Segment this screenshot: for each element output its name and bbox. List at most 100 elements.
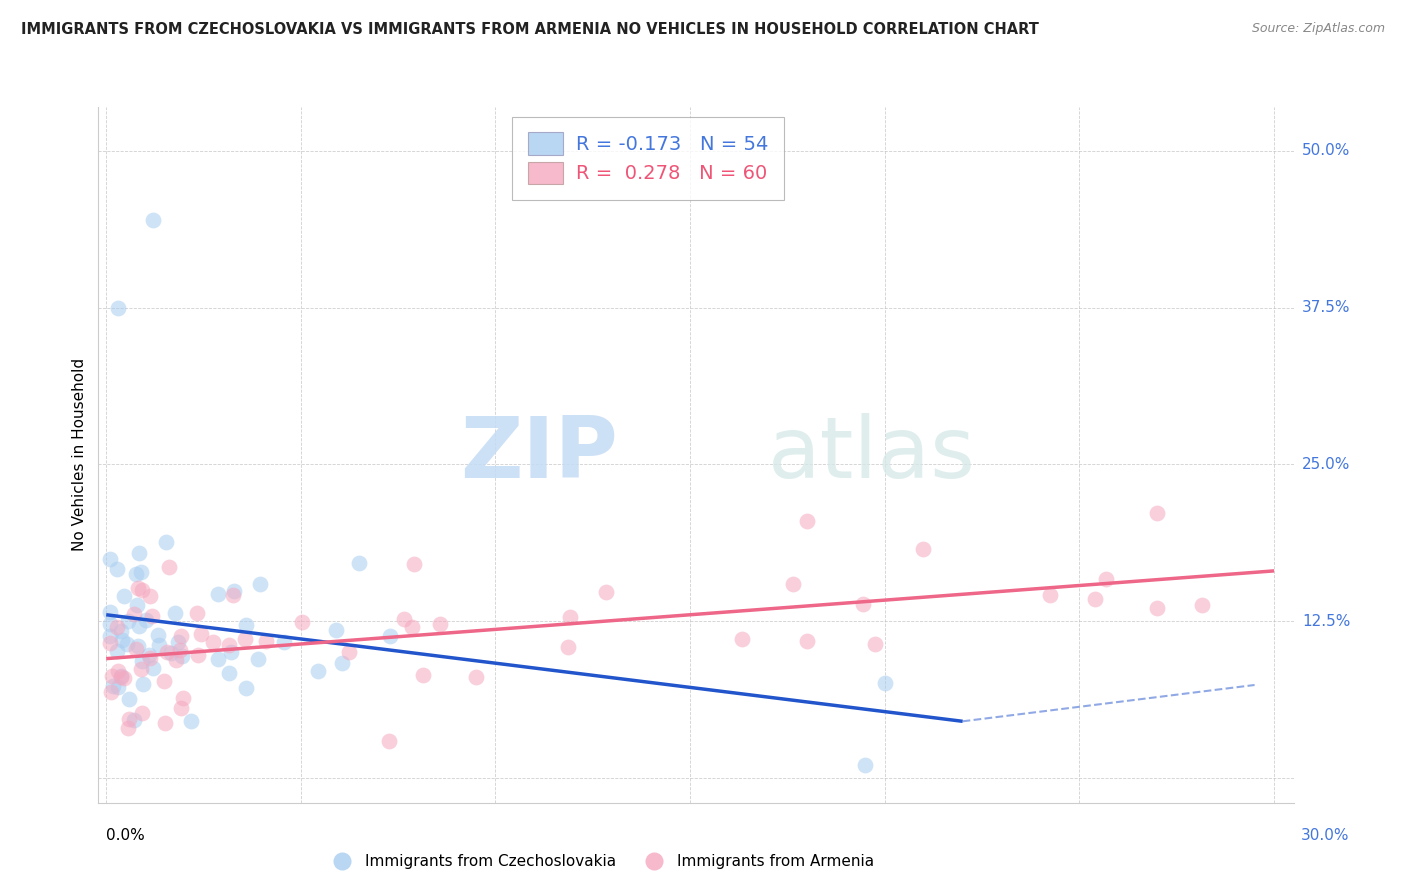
Point xyxy=(148,638,170,652)
Point xyxy=(1039,588,1062,602)
Point xyxy=(107,301,129,315)
Point xyxy=(273,635,295,649)
Text: ZIP: ZIP xyxy=(461,413,619,497)
Point xyxy=(127,640,149,654)
Point xyxy=(249,576,271,591)
Point xyxy=(105,562,128,576)
Point xyxy=(560,609,582,624)
Point xyxy=(107,619,129,633)
Point xyxy=(464,670,486,684)
Point xyxy=(117,692,139,706)
Point xyxy=(141,609,163,624)
Point xyxy=(138,648,160,663)
Y-axis label: No Vehicles in Household: No Vehicles in Household xyxy=(72,359,87,551)
Point xyxy=(852,597,875,611)
Point xyxy=(222,584,245,599)
Point xyxy=(139,650,162,665)
Point xyxy=(254,634,277,648)
Point xyxy=(155,534,177,549)
Point xyxy=(330,657,353,671)
Point xyxy=(107,681,129,695)
Text: 37.5%: 37.5% xyxy=(1302,300,1350,315)
Point xyxy=(117,721,139,735)
Point xyxy=(190,626,212,640)
Point xyxy=(131,706,153,721)
Point xyxy=(107,664,129,678)
Point xyxy=(172,690,194,705)
Point xyxy=(233,632,256,646)
Point xyxy=(337,645,360,659)
Point xyxy=(110,624,132,638)
Point xyxy=(112,590,135,604)
Point xyxy=(139,589,162,603)
Point xyxy=(246,652,269,666)
Point xyxy=(110,669,132,683)
Point xyxy=(129,565,152,579)
Point xyxy=(796,514,818,528)
Point xyxy=(863,637,886,651)
Point xyxy=(101,679,124,693)
Text: 30.0%: 30.0% xyxy=(1301,828,1350,843)
Point xyxy=(112,671,135,685)
Point xyxy=(165,653,187,667)
Point xyxy=(782,577,804,591)
Point xyxy=(392,612,415,626)
Point xyxy=(235,618,257,632)
Point xyxy=(222,588,245,602)
Point xyxy=(98,630,121,644)
Text: IMMIGRANTS FROM CZECHOSLOVAKIA VS IMMIGRANTS FROM ARMENIA NO VEHICLES IN HOUSEHO: IMMIGRANTS FROM CZECHOSLOVAKIA VS IMMIGR… xyxy=(21,22,1039,37)
Point xyxy=(142,212,165,227)
Legend: Immigrants from Czechoslovakia, Immigrants from Armenia: Immigrants from Czechoslovakia, Immigran… xyxy=(321,848,880,875)
Point xyxy=(219,645,242,659)
Point xyxy=(1095,572,1118,586)
Point xyxy=(187,648,209,662)
Point xyxy=(124,566,146,581)
Point xyxy=(160,646,183,660)
Point xyxy=(412,668,434,682)
Point xyxy=(167,635,190,649)
Point xyxy=(380,629,402,643)
Point xyxy=(100,685,122,699)
Point xyxy=(291,615,314,629)
Point xyxy=(131,583,153,598)
Point xyxy=(325,623,347,637)
Point xyxy=(429,617,451,632)
Point xyxy=(98,605,121,619)
Point xyxy=(98,616,121,631)
Point xyxy=(155,716,177,731)
Point xyxy=(131,654,153,668)
Point xyxy=(235,681,257,696)
Point xyxy=(796,633,818,648)
Text: 25.0%: 25.0% xyxy=(1302,457,1350,472)
Text: 0.0%: 0.0% xyxy=(107,828,145,843)
Point xyxy=(98,552,121,566)
Point xyxy=(157,560,180,574)
Point xyxy=(135,613,157,627)
Point xyxy=(731,632,754,646)
Point xyxy=(153,673,176,688)
Point xyxy=(170,701,193,715)
Point xyxy=(349,556,371,570)
Point xyxy=(142,661,165,675)
Point xyxy=(156,645,179,659)
Point xyxy=(207,587,229,601)
Text: atlas: atlas xyxy=(768,413,976,497)
Point xyxy=(129,662,152,676)
Point xyxy=(128,619,150,633)
Point xyxy=(1084,591,1107,606)
Point xyxy=(180,714,202,728)
Text: 50.0%: 50.0% xyxy=(1302,144,1350,159)
Point xyxy=(401,619,423,633)
Text: 12.5%: 12.5% xyxy=(1302,614,1350,629)
Point xyxy=(117,615,139,629)
Point xyxy=(132,677,155,691)
Point xyxy=(218,666,240,681)
Point xyxy=(912,541,935,556)
Point xyxy=(853,758,876,772)
Point xyxy=(100,669,122,683)
Point xyxy=(186,606,208,620)
Point xyxy=(169,643,191,657)
Point xyxy=(163,606,186,620)
Point xyxy=(873,676,896,690)
Point xyxy=(117,637,139,651)
